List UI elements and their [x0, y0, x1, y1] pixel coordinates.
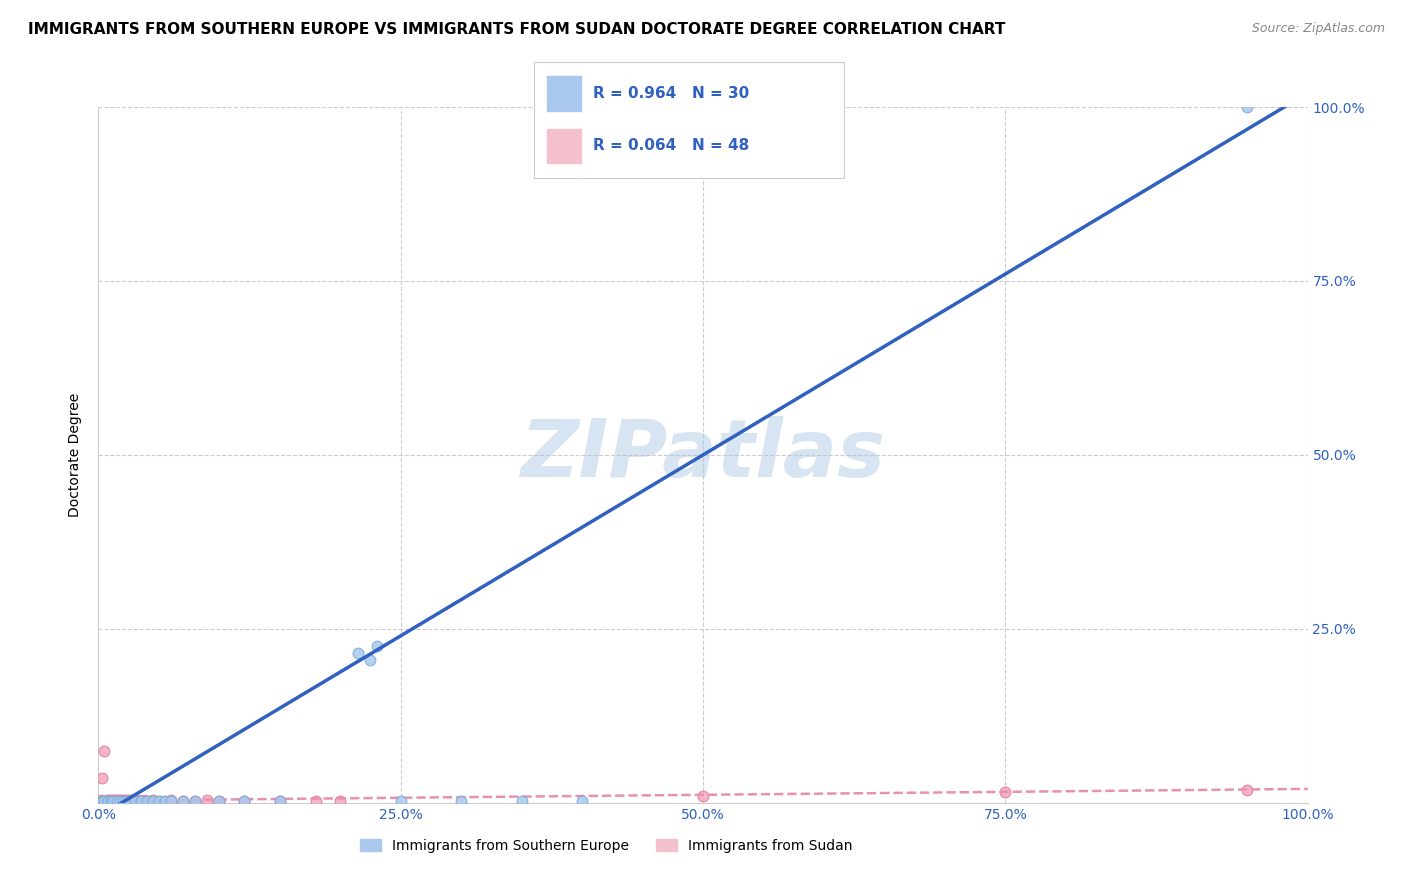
Point	[269, 794, 291, 808]
Point	[108, 794, 131, 808]
Point	[366, 639, 388, 653]
Point	[692, 789, 714, 803]
Point	[97, 794, 120, 808]
Point	[124, 794, 146, 808]
Point	[117, 794, 139, 808]
Point	[91, 772, 114, 786]
Point	[208, 794, 231, 808]
Point	[90, 793, 112, 807]
Point	[120, 793, 142, 807]
Point	[104, 794, 127, 808]
Point	[232, 794, 254, 808]
Point	[160, 794, 183, 808]
Y-axis label: Doctorate Degree: Doctorate Degree	[69, 392, 83, 517]
Point	[110, 793, 132, 807]
Point	[107, 794, 129, 808]
Point	[122, 793, 145, 807]
Point	[105, 794, 128, 808]
Point	[103, 793, 125, 807]
Point	[269, 794, 291, 808]
Point	[160, 793, 183, 807]
Point	[184, 794, 207, 808]
Point	[142, 794, 165, 808]
Point	[184, 794, 207, 808]
Point	[91, 794, 114, 808]
Point	[111, 794, 134, 808]
Point	[994, 785, 1017, 799]
Point	[153, 794, 176, 808]
Point	[124, 794, 146, 808]
Point	[100, 794, 122, 808]
Point	[108, 793, 131, 807]
Point	[153, 794, 176, 808]
Point	[105, 793, 128, 807]
Point	[100, 793, 122, 807]
Point	[347, 646, 370, 660]
Text: R = 0.064   N = 48: R = 0.064 N = 48	[593, 138, 749, 153]
Point	[172, 794, 194, 808]
Point	[118, 794, 141, 808]
Point	[127, 793, 149, 807]
Point	[93, 794, 115, 808]
Point	[142, 793, 165, 807]
Point	[135, 794, 157, 808]
Point	[112, 793, 135, 807]
Point	[305, 794, 328, 808]
Point	[115, 793, 138, 807]
Point	[96, 793, 118, 807]
Point	[97, 794, 120, 808]
Point	[101, 794, 124, 808]
Bar	[547, 128, 581, 163]
Point	[134, 793, 156, 807]
Point	[114, 794, 136, 808]
Point	[571, 794, 593, 808]
Text: R = 0.964   N = 30: R = 0.964 N = 30	[593, 87, 749, 102]
Point	[389, 794, 412, 808]
Point	[93, 744, 115, 758]
Point	[1236, 100, 1258, 114]
Point	[360, 653, 382, 667]
Point	[172, 794, 194, 808]
Text: Source: ZipAtlas.com: Source: ZipAtlas.com	[1251, 22, 1385, 36]
Point	[108, 794, 131, 808]
Point	[450, 794, 472, 808]
Point	[115, 794, 138, 808]
Point	[208, 794, 231, 808]
Point	[118, 794, 141, 808]
Legend: Immigrants from Southern Europe, Immigrants from Sudan: Immigrants from Southern Europe, Immigra…	[354, 833, 859, 858]
Point	[195, 793, 218, 807]
Point	[91, 794, 114, 808]
Bar	[547, 77, 581, 112]
Point	[329, 794, 352, 808]
Point	[1236, 783, 1258, 797]
Point	[111, 794, 134, 808]
Point	[94, 794, 117, 808]
Point	[135, 794, 157, 808]
Point	[232, 794, 254, 808]
Text: ZIPatlas: ZIPatlas	[520, 416, 886, 494]
Point	[118, 793, 141, 807]
Point	[98, 793, 121, 807]
Point	[100, 794, 122, 808]
Point	[101, 794, 124, 808]
Point	[129, 794, 152, 808]
Point	[148, 794, 170, 808]
Point	[121, 794, 143, 808]
Text: IMMIGRANTS FROM SOUTHERN EUROPE VS IMMIGRANTS FROM SUDAN DOCTORATE DEGREE CORREL: IMMIGRANTS FROM SOUTHERN EUROPE VS IMMIG…	[28, 22, 1005, 37]
Point	[129, 794, 152, 808]
Point	[510, 794, 533, 808]
Point	[148, 794, 170, 808]
